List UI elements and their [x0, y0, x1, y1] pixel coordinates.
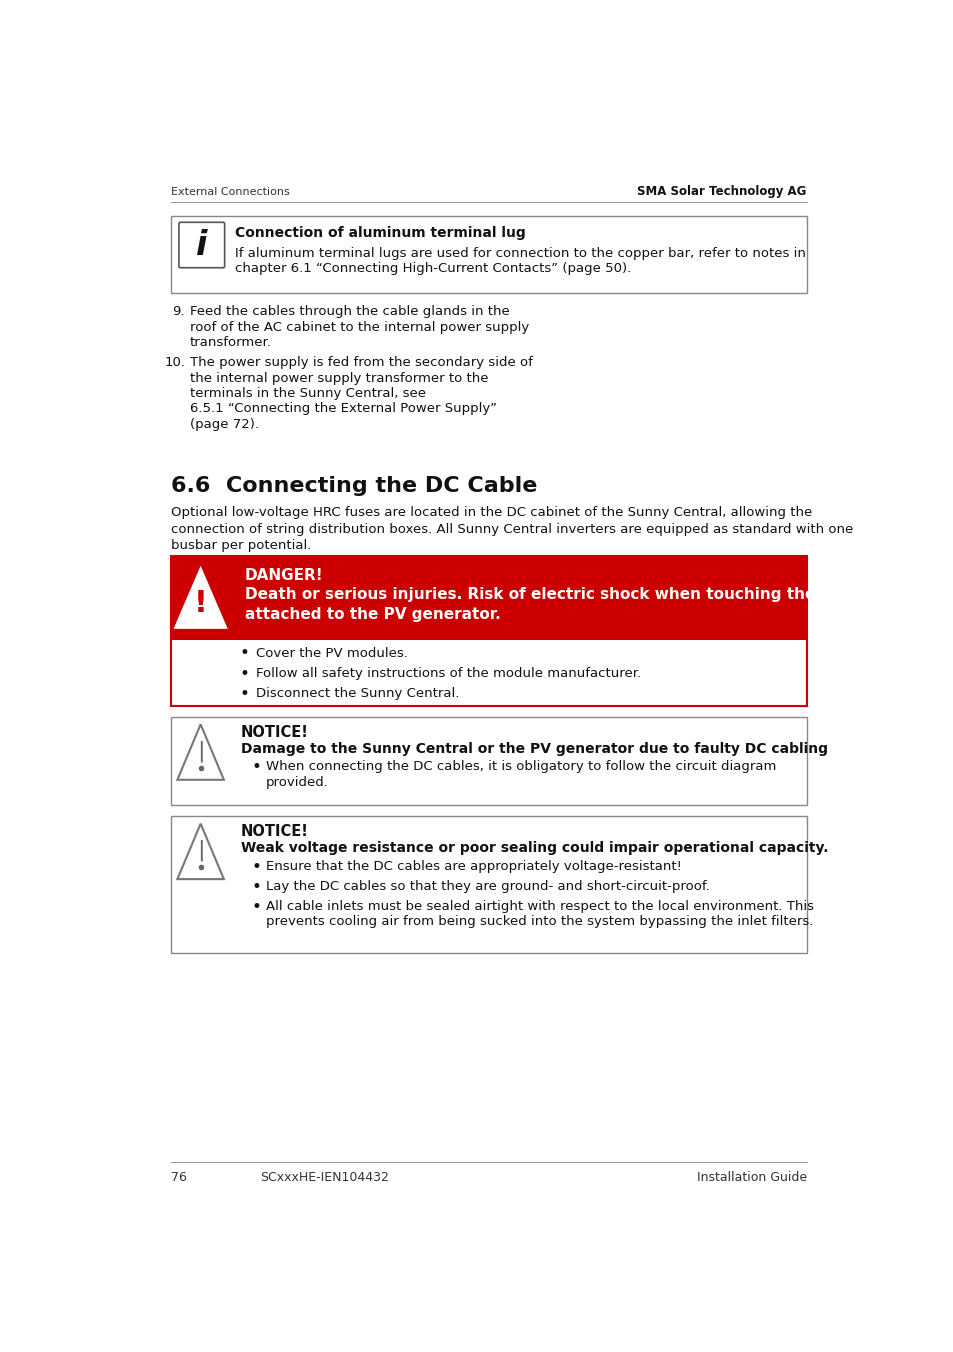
- Text: provided.: provided.: [266, 776, 328, 788]
- Text: prevents cooling air from being sucked into the system bypassing the inlet filte: prevents cooling air from being sucked i…: [266, 915, 812, 927]
- Text: NOTICE!: NOTICE!: [241, 823, 309, 838]
- Text: When connecting the DC cables, it is obligatory to follow the circuit diagram: When connecting the DC cables, it is obl…: [266, 760, 776, 773]
- Text: Death or serious injuries. Risk of electric shock when touching the DC cable: Death or serious injuries. Risk of elect…: [245, 588, 894, 603]
- Text: Damage to the Sunny Central or the PV generator due to faulty DC cabling: Damage to the Sunny Central or the PV ge…: [241, 742, 827, 756]
- Text: SCxxxHE-IEN104432: SCxxxHE-IEN104432: [260, 1171, 389, 1183]
- Polygon shape: [173, 565, 228, 629]
- Text: attached to the PV generator.: attached to the PV generator.: [245, 607, 500, 622]
- Text: •: •: [252, 877, 261, 896]
- Bar: [171, 557, 806, 639]
- Polygon shape: [177, 725, 224, 780]
- Bar: [171, 639, 806, 706]
- Text: Cover the PV modules.: Cover the PV modules.: [256, 648, 408, 660]
- Text: Installation Guide: Installation Guide: [696, 1171, 806, 1183]
- Text: DANGER!: DANGER!: [245, 568, 323, 583]
- Text: 10.: 10.: [164, 357, 185, 369]
- Bar: [171, 817, 806, 953]
- FancyBboxPatch shape: [179, 222, 224, 268]
- Polygon shape: [177, 823, 224, 879]
- Text: roof of the AC cabinet to the internal power supply: roof of the AC cabinet to the internal p…: [190, 320, 529, 334]
- Bar: [171, 557, 806, 706]
- Text: If aluminum terminal lugs are used for connection to the copper bar, refer to no: If aluminum terminal lugs are used for c…: [234, 246, 804, 260]
- Text: Feed the cables through the cable glands in the: Feed the cables through the cable glands…: [190, 306, 509, 319]
- Text: •: •: [239, 645, 250, 662]
- Text: NOTICE!: NOTICE!: [241, 725, 309, 740]
- Text: •: •: [252, 898, 261, 915]
- Text: Connection of aluminum terminal lug: Connection of aluminum terminal lug: [234, 226, 525, 241]
- Text: •: •: [252, 857, 261, 876]
- Text: !: !: [193, 589, 208, 618]
- Text: Lay the DC cables so that they are ground- and short-circuit-proof.: Lay the DC cables so that they are groun…: [266, 880, 709, 894]
- Text: External Connections: External Connections: [171, 187, 290, 196]
- Text: The power supply is fed from the secondary side of: The power supply is fed from the seconda…: [190, 357, 532, 369]
- Text: |: |: [196, 840, 204, 861]
- Text: 76: 76: [171, 1171, 187, 1183]
- Text: the internal power supply transformer to the: the internal power supply transformer to…: [190, 372, 488, 385]
- Text: SMA Solar Technology AG: SMA Solar Technology AG: [637, 185, 806, 197]
- Text: 6.5.1 “Connecting the External Power Supply”: 6.5.1 “Connecting the External Power Sup…: [190, 403, 497, 415]
- Text: •: •: [239, 684, 250, 703]
- Text: (page 72).: (page 72).: [190, 418, 258, 431]
- Bar: [171, 216, 806, 293]
- Text: chapter 6.1 “Connecting High-Current Contacts” (page 50).: chapter 6.1 “Connecting High-Current Con…: [234, 262, 630, 274]
- Bar: [171, 717, 806, 806]
- Text: Disconnect the Sunny Central.: Disconnect the Sunny Central.: [256, 687, 459, 700]
- Text: 6.6  Connecting the DC Cable: 6.6 Connecting the DC Cable: [171, 476, 537, 496]
- Text: Weak voltage resistance or poor sealing could impair operational capacity.: Weak voltage resistance or poor sealing …: [241, 841, 827, 856]
- Text: Follow all safety instructions of the module manufacturer.: Follow all safety instructions of the mo…: [256, 667, 640, 680]
- Text: •: •: [252, 757, 261, 776]
- Text: Ensure that the DC cables are appropriately voltage-resistant!: Ensure that the DC cables are appropriat…: [266, 860, 680, 873]
- Text: 9.: 9.: [172, 306, 185, 319]
- Text: All cable inlets must be sealed airtight with respect to the local environment. : All cable inlets must be sealed airtight…: [266, 900, 813, 914]
- Text: busbar per potential.: busbar per potential.: [171, 538, 312, 552]
- Text: transformer.: transformer.: [190, 337, 272, 349]
- Text: |: |: [196, 740, 204, 761]
- Text: Optional low-voltage HRC fuses are located in the DC cabinet of the Sunny Centra: Optional low-voltage HRC fuses are locat…: [171, 507, 812, 519]
- Text: •: •: [239, 665, 250, 683]
- Text: i: i: [195, 228, 208, 261]
- Text: connection of string distribution boxes. All Sunny Central inverters are equippe: connection of string distribution boxes.…: [171, 523, 853, 535]
- Text: terminals in the Sunny Central, see: terminals in the Sunny Central, see: [190, 387, 425, 400]
